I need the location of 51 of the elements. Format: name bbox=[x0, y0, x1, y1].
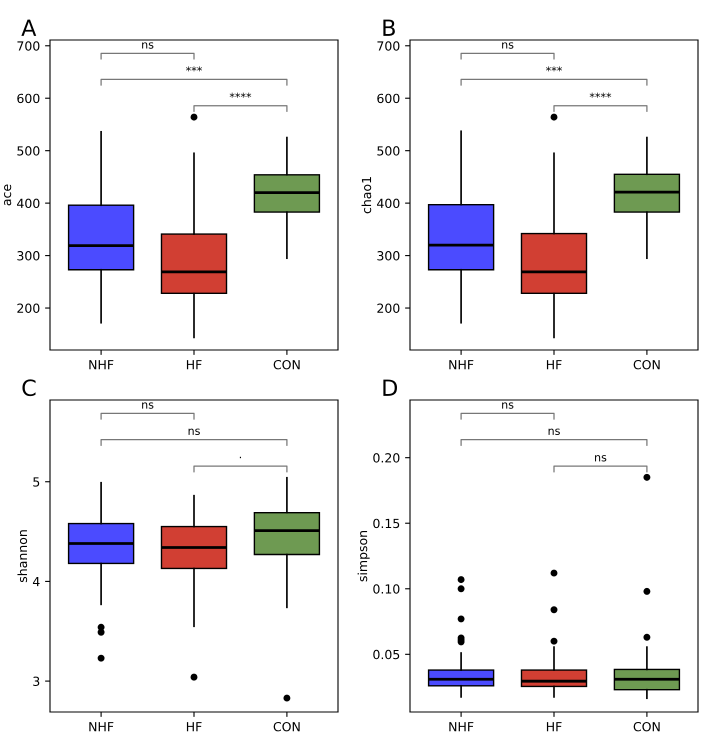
chart-title: D bbox=[383, 380, 397, 396]
y-axis-title: chao1 bbox=[362, 177, 372, 214]
y-tick-label: 700 bbox=[377, 41, 400, 51]
annotation: ns bbox=[502, 402, 514, 409]
annotation: ns bbox=[142, 402, 154, 409]
annotation: ns bbox=[595, 455, 606, 462]
y-axis-title: simpson bbox=[358, 530, 370, 582]
x-tick-label: CON bbox=[634, 722, 660, 732]
y-axis-title: shannon bbox=[17, 530, 28, 582]
annotation: ns bbox=[188, 428, 200, 435]
chart-title: A bbox=[21, 20, 36, 36]
y-tick-label: 0.20 bbox=[373, 453, 400, 463]
annotation: **** bbox=[590, 92, 612, 98]
chart-title: C bbox=[22, 379, 36, 396]
x-tick-label: CON bbox=[274, 360, 300, 370]
x-tick-label: HF bbox=[186, 722, 202, 732]
annotation: ns bbox=[142, 42, 154, 49]
y-tick-label: 300 bbox=[17, 251, 40, 261]
y-tick-label: 700 bbox=[17, 41, 40, 51]
annotation: **** bbox=[230, 92, 252, 98]
annotation: *** bbox=[546, 66, 562, 72]
y-tick-label: 3 bbox=[33, 676, 40, 686]
x-tick-label: NHF bbox=[89, 360, 114, 370]
y-tick-label: 200 bbox=[377, 304, 400, 313]
y-tick-label: 400 bbox=[17, 198, 40, 208]
y-tick-label: 600 bbox=[377, 94, 400, 104]
y-tick-label: 0.15 bbox=[373, 518, 400, 528]
x-tick-label: NHF bbox=[449, 360, 474, 370]
y-tick-label: 5 bbox=[33, 477, 40, 487]
y-tick-label: 0.05 bbox=[373, 650, 400, 660]
x-tick-label: HF bbox=[546, 722, 562, 732]
y-tick-label: 500 bbox=[17, 146, 40, 156]
annotation: ns bbox=[548, 428, 560, 435]
annotation: ns bbox=[502, 42, 514, 49]
annotation: · bbox=[240, 456, 242, 458]
x-tick-label: CON bbox=[634, 360, 660, 370]
y-tick-label: 500 bbox=[377, 146, 400, 156]
y-tick-label: 4 bbox=[32, 577, 40, 586]
annotation: *** bbox=[186, 66, 202, 72]
y-tick-label: 0.10 bbox=[373, 584, 400, 594]
y-tick-label: 400 bbox=[377, 198, 400, 208]
y-tick-label: 300 bbox=[377, 251, 400, 261]
chart-title: B bbox=[383, 20, 395, 36]
y-tick-label: 200 bbox=[17, 304, 40, 313]
x-tick-label: HF bbox=[186, 360, 202, 370]
x-tick-label: HF bbox=[546, 360, 562, 370]
x-tick-label: CON bbox=[274, 722, 300, 732]
y-axis-title: ace bbox=[4, 184, 12, 206]
x-tick-label: NHF bbox=[449, 722, 474, 732]
y-tick-label: 600 bbox=[17, 94, 40, 104]
x-tick-label: NHF bbox=[89, 722, 114, 732]
